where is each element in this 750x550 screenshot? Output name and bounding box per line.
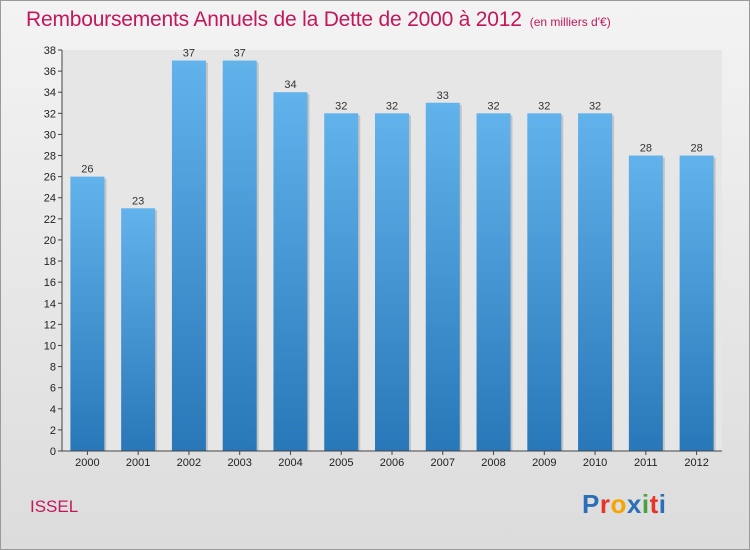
bar-value-label: 26: [81, 164, 93, 176]
x-tick-label: 2008: [481, 457, 505, 469]
y-tick-label: 36: [44, 66, 56, 78]
bar-value-label: 32: [335, 100, 347, 112]
y-tick-label: 8: [50, 362, 56, 374]
bar: [527, 113, 562, 451]
bar-value-label: 32: [386, 100, 398, 112]
y-tick-label: 24: [44, 193, 56, 205]
y-tick-label: 34: [44, 87, 56, 99]
bar-value-label: 32: [538, 100, 550, 112]
y-tick-label: 16: [44, 277, 56, 289]
x-tick-label: 2006: [380, 457, 404, 469]
y-tick-label: 28: [44, 151, 56, 163]
logo-letter: t: [649, 489, 659, 519]
logo-letter: x: [626, 489, 642, 519]
bar-value-label: 28: [640, 143, 652, 155]
y-tick-label: 2: [50, 425, 56, 437]
bar-value-label: 37: [234, 48, 246, 60]
x-tick-label: 2009: [532, 457, 556, 469]
y-tick-label: 26: [44, 172, 56, 184]
y-tick-label: 4: [50, 404, 56, 416]
x-tick-label: 2003: [227, 457, 251, 469]
y-tick-label: 10: [44, 340, 56, 352]
logo-letter: r: [599, 489, 611, 519]
bar: [121, 208, 156, 451]
y-tick-label: 22: [44, 214, 56, 226]
logo-letter: o: [610, 489, 627, 519]
bar: [324, 113, 359, 451]
x-tick-label: 2005: [329, 457, 353, 469]
bar: [222, 60, 257, 451]
bar-value-label: 33: [437, 90, 449, 102]
bar-value-label: 32: [589, 100, 601, 112]
bar-value-label: 34: [284, 79, 296, 91]
bar-value-label: 23: [132, 195, 144, 207]
chart-title-text: Remboursements Annuels de la Dette de 20…: [26, 8, 522, 31]
bar: [425, 102, 460, 452]
commune-name: ISSEL: [30, 497, 79, 516]
y-tick-label: 18: [44, 256, 56, 268]
x-tick-label: 2012: [684, 457, 708, 469]
x-tick-label: 2007: [431, 457, 455, 469]
x-tick-label: 2000: [75, 457, 99, 469]
x-tick-label: 2001: [126, 457, 150, 469]
bar-value-label: 32: [487, 100, 499, 112]
logo-letter: i: [658, 489, 667, 519]
y-tick-label: 12: [44, 319, 56, 331]
bar: [476, 113, 511, 451]
x-tick-label: 2010: [583, 457, 607, 469]
y-tick-label: 0: [50, 446, 56, 458]
x-tick-label: 2011: [634, 457, 658, 469]
y-tick-label: 32: [44, 108, 56, 120]
bar: [273, 92, 308, 452]
bar: [375, 113, 409, 451]
y-tick-label: 38: [44, 45, 56, 57]
y-tick-label: 20: [44, 235, 56, 247]
bar: [679, 155, 714, 452]
logo-letter: P: [582, 489, 600, 519]
x-tick-label: 2002: [177, 457, 201, 469]
y-tick-label: 6: [50, 383, 56, 395]
bar: [578, 113, 613, 451]
chart-unit-label: (en milliers d'€): [529, 15, 611, 29]
x-tick-label: 2004: [278, 457, 302, 469]
bar: [628, 155, 663, 452]
chart-title: Remboursements Annuels de la Dette de 20…: [26, 8, 611, 32]
logo-letter: i: [641, 489, 650, 519]
y-tick-label: 30: [44, 129, 56, 141]
bar-value-label: 37: [183, 48, 195, 60]
bar-value-label: 28: [690, 143, 702, 155]
proxiti-logo: Proxiti: [582, 489, 666, 520]
bar: [171, 60, 206, 451]
y-tick-label: 14: [44, 298, 56, 310]
bar: [70, 176, 105, 451]
